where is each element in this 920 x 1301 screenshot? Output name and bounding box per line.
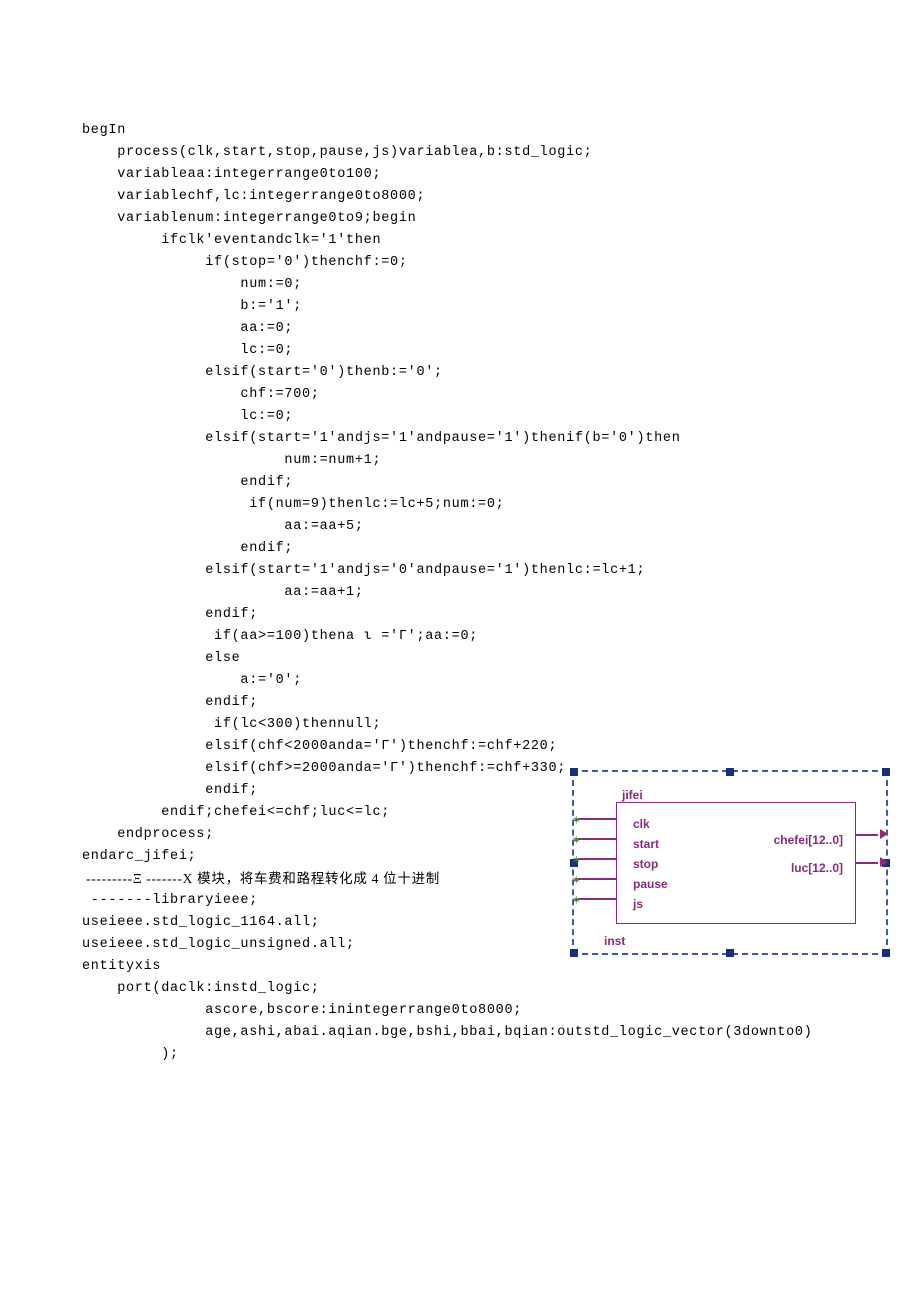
- code-line: num:=num+1;: [82, 450, 838, 472]
- code-line: if(stop='0')thenchf:=0;: [82, 252, 838, 274]
- code-line: entityxis: [82, 956, 838, 978]
- code-line: variablenum:integerrange0to9;begin: [82, 208, 838, 230]
- block-diagram: jifei inst clk start stop pause js chefe…: [572, 770, 888, 955]
- code-line: elsif(start='1'andjs='0'andpause='1')the…: [82, 560, 838, 582]
- pin-glyph-icon: ✶: [572, 850, 580, 872]
- selection-border: jifei inst clk start stop pause js chefe…: [572, 770, 888, 955]
- code-line: port(daclk:instd_logic;: [82, 978, 838, 1000]
- code-line: endif;: [82, 472, 838, 494]
- code-line: endif;: [82, 538, 838, 560]
- code-line: chf:=700;: [82, 384, 838, 406]
- code-line: b:='1';: [82, 296, 838, 318]
- code-line: num:=0;: [82, 274, 838, 296]
- code-line: if(num=9)thenlc:=lc+5;num:=0;: [82, 494, 838, 516]
- pin-out: luc[12..0]: [791, 857, 843, 879]
- code-line: else: [82, 648, 838, 670]
- code-line: begIn: [82, 120, 838, 142]
- code-line: lc:=0;: [82, 340, 838, 362]
- pin-glyph-icon: ✶: [572, 870, 580, 892]
- code-line: elsif(start='0')thenb:='0';: [82, 362, 838, 384]
- entity-box: clk start stop pause js chefei[12..0] lu…: [616, 802, 856, 924]
- block-inst: inst: [604, 930, 625, 952]
- code-line: if(lc<300)thennull;: [82, 714, 838, 736]
- pin-in: stop: [633, 853, 658, 875]
- code-line: endif;: [82, 604, 838, 626]
- code-line: variablechf,lc:integerrange0to8000;: [82, 186, 838, 208]
- arrow-icon: [880, 829, 888, 839]
- pin-in: start: [633, 833, 659, 855]
- code-line: );: [82, 1044, 838, 1066]
- code-line: variableaa:integerrange0to100;: [82, 164, 838, 186]
- code-line: aa:=aa+1;: [82, 582, 838, 604]
- code-line: endif;: [82, 692, 838, 714]
- arrow-icon: [880, 857, 888, 867]
- code-line: a:='0';: [82, 670, 838, 692]
- code-line: elsif(start='1'andjs='1'andpause='1')the…: [82, 428, 838, 450]
- code-line: ifclk'eventandclk='1'then: [82, 230, 838, 252]
- code-line: if(aa>=100)thena ι ='Γ';aa:=0;: [82, 626, 838, 648]
- pin-in: js: [633, 893, 643, 915]
- code-line: lc:=0;: [82, 406, 838, 428]
- code-line: elsif(chf<2000anda='Γ')thenchf:=chf+220;: [82, 736, 838, 758]
- pin-in: clk: [633, 813, 650, 835]
- pin-in: pause: [633, 873, 668, 895]
- code-line: ascore,bscore:inintegerrange0to8000;: [82, 1000, 838, 1022]
- code-line: age,ashi,abai.aqian.bge,bshi,bbai,bqian:…: [82, 1022, 838, 1044]
- code-line: aa:=0;: [82, 318, 838, 340]
- pin-glyph-icon: ✶: [572, 810, 580, 832]
- pin-glyph-icon: ✶: [572, 890, 580, 912]
- pin-out: chefei[12..0]: [774, 829, 843, 851]
- pin-glyph-icon: ✶: [572, 830, 580, 852]
- code-line: aa:=aa+5;: [82, 516, 838, 538]
- code-line: process(clk,start,stop,pause,js)variable…: [82, 142, 838, 164]
